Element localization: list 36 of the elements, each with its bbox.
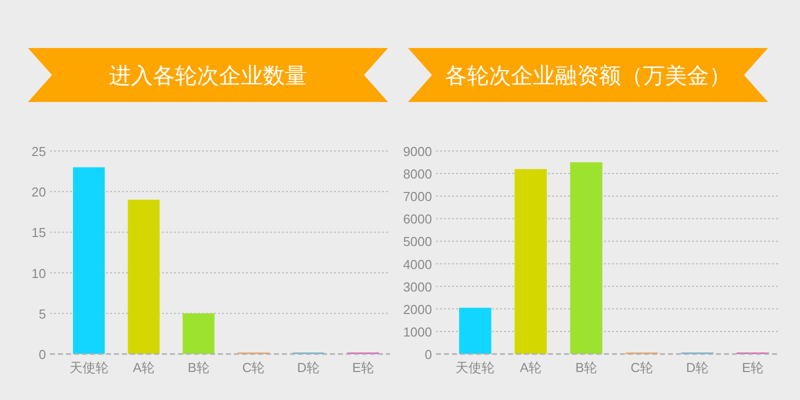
y-tick-label: 9000 <box>403 144 432 159</box>
y-tick-label: 0 <box>38 347 46 362</box>
bar <box>570 162 602 354</box>
x-tick-label: D轮 <box>686 360 708 375</box>
x-tick-label: A轮 <box>520 360 542 375</box>
y-tick-label: 25 <box>32 144 46 159</box>
x-tick-label: D轮 <box>297 360 320 375</box>
bar <box>459 308 492 354</box>
y-tick-label: 6000 <box>403 212 432 227</box>
bar <box>72 167 105 354</box>
y-tick-label: 5000 <box>403 234 432 250</box>
y-tick-label: 7000 <box>403 189 432 204</box>
bar <box>514 169 547 354</box>
bar <box>128 200 160 354</box>
y-tick-label: 1000 <box>403 324 432 340</box>
x-tick-label: B轮 <box>575 360 598 375</box>
x-tick-label: E轮 <box>352 360 374 375</box>
chart-title: 各轮次企业融资额（万美金） <box>445 63 731 88</box>
y-tick-label: 2000 <box>403 302 432 317</box>
x-tick-label: C轮 <box>630 360 653 375</box>
y-tick-label: 4000 <box>403 256 432 272</box>
x-tick-label: E轮 <box>742 360 764 375</box>
y-tick-label: 20 <box>32 184 46 200</box>
y-tick-label: 15 <box>32 225 46 240</box>
y-tick-label: 3000 <box>403 279 432 294</box>
x-tick-label: 天使轮 <box>69 360 108 375</box>
x-tick-label: 天使轮 <box>456 360 495 375</box>
chart-title: 进入各轮次企业数量 <box>109 63 307 88</box>
x-tick-label: A轮 <box>132 360 155 375</box>
x-tick-label: B轮 <box>188 360 210 375</box>
y-tick-label: 5 <box>38 306 46 322</box>
bar <box>182 313 214 354</box>
y-tick-label: 10 <box>32 266 46 281</box>
y-tick-label: 0 <box>424 347 432 362</box>
y-tick-label: 8000 <box>403 166 432 182</box>
x-tick-label: C轮 <box>242 360 265 375</box>
